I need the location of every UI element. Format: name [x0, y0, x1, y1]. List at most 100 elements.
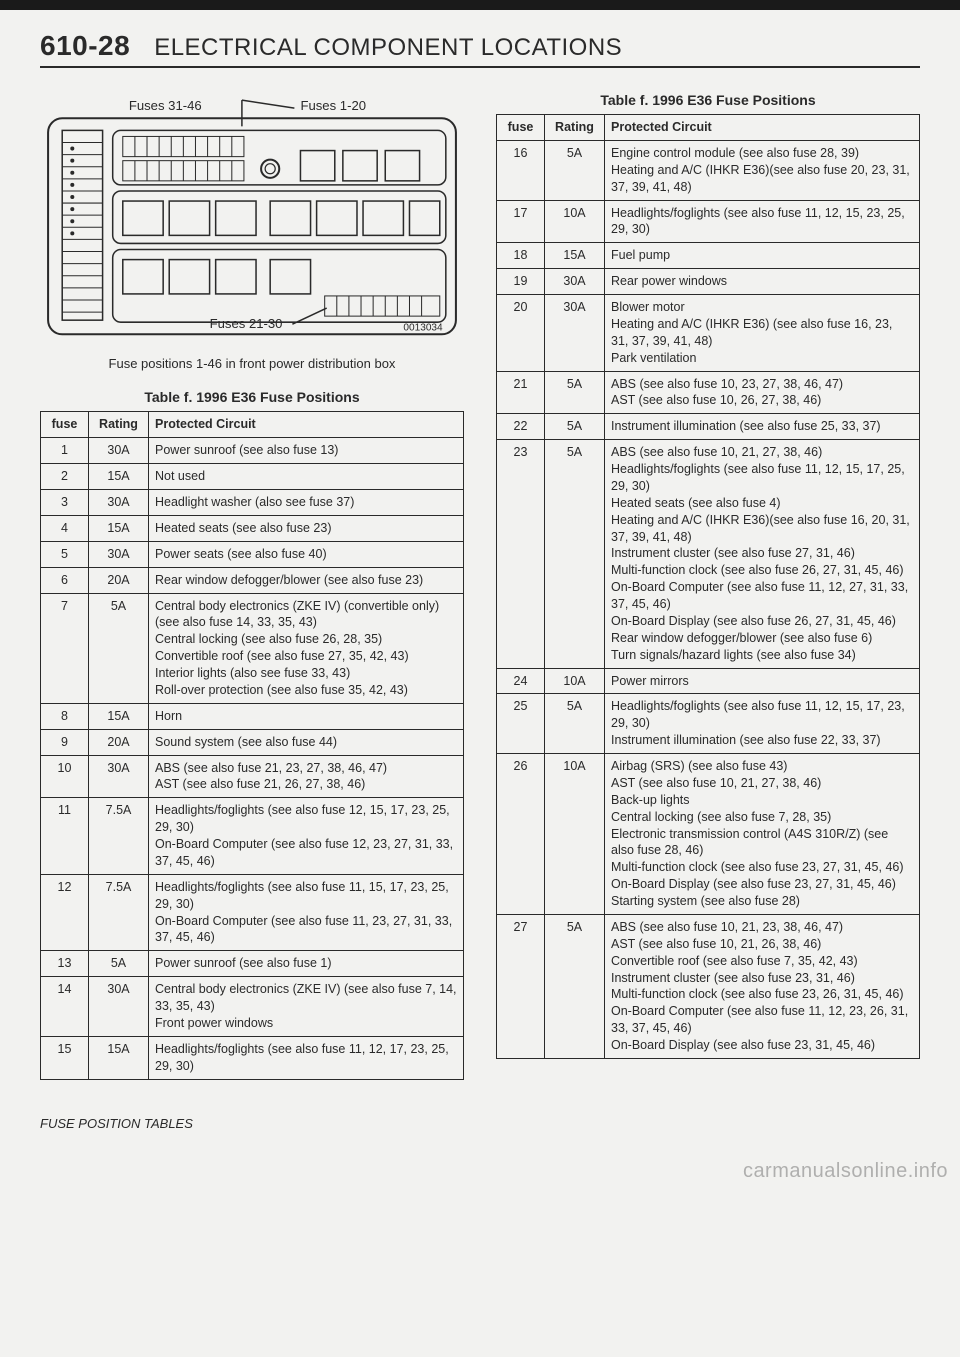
- cell-fuse: 25: [497, 694, 545, 754]
- left-column: Fuses 31-46 Fuses 1-20: [40, 82, 464, 1080]
- cell-circuit: Headlights/foglights (see also fuse 11, …: [605, 200, 920, 243]
- cell-circuit: Rear window defogger/blower (see also fu…: [149, 567, 464, 593]
- cell-circuit: Central body electronics (ZKE IV) (conve…: [149, 593, 464, 703]
- table-row: 415AHeated seats (see also fuse 23): [41, 515, 464, 541]
- cell-rating: 15A: [89, 703, 149, 729]
- cell-rating: 5A: [545, 914, 605, 1058]
- cell-fuse: 16: [497, 140, 545, 200]
- table-row: 2610AAirbag (SRS) (see also fuse 43)AST …: [497, 754, 920, 915]
- table-row: 920ASound system (see also fuse 44): [41, 729, 464, 755]
- table-row: 275AABS (see also fuse 10, 21, 23, 38, 4…: [497, 914, 920, 1058]
- col-rating: Rating: [89, 412, 149, 438]
- table-row: 117.5AHeadlights/foglights (see also fus…: [41, 798, 464, 875]
- cell-circuit: Headlights/foglights (see also fuse 11, …: [605, 694, 920, 754]
- page-title: ELECTRICAL COMPONENT LOCATIONS: [154, 34, 622, 62]
- cell-circuit: Fuel pump: [605, 243, 920, 269]
- cell-fuse: 10: [41, 755, 89, 798]
- cell-rating: 7.5A: [89, 798, 149, 875]
- table-row: 1430ACentral body electronics (ZKE IV) (…: [41, 977, 464, 1037]
- cell-rating: 10A: [545, 200, 605, 243]
- diagram-label-bottom: Fuses 21-30: [210, 316, 283, 331]
- footer-section-label: FUSE POSITION TABLES: [40, 1116, 920, 1131]
- table-row: 135APower sunroof (see also fuse 1): [41, 951, 464, 977]
- cell-circuit: ABS (see also fuse 10, 21, 27, 38, 46)He…: [605, 440, 920, 668]
- table-row: 1030AABS (see also fuse 21, 23, 27, 38, …: [41, 755, 464, 798]
- page-header: 610-28 ELECTRICAL COMPONENT LOCATIONS: [40, 30, 920, 68]
- cell-rating: 30A: [89, 541, 149, 567]
- cell-rating: 10A: [545, 754, 605, 915]
- cell-rating: 30A: [89, 490, 149, 516]
- cell-rating: 5A: [545, 694, 605, 754]
- table-row: 620ARear window defogger/blower (see als…: [41, 567, 464, 593]
- cell-rating: 20A: [89, 729, 149, 755]
- fuse-diagram: Fuses 31-46 Fuses 1-20: [40, 90, 464, 342]
- cell-fuse: 4: [41, 515, 89, 541]
- cell-fuse: 11: [41, 798, 89, 875]
- cell-rating: 15A: [89, 1036, 149, 1079]
- table-row: 235AABS (see also fuse 10, 21, 27, 38, 4…: [497, 440, 920, 668]
- cell-rating: 30A: [89, 438, 149, 464]
- cell-circuit: Rear power windows: [605, 269, 920, 295]
- cell-rating: 20A: [89, 567, 149, 593]
- cell-fuse: 15: [41, 1036, 89, 1079]
- fuse-table-right: fuse Rating Protected Circuit 165AEngine…: [496, 114, 920, 1059]
- cell-rating: 30A: [89, 977, 149, 1037]
- table-row: 215AABS (see also fuse 10, 23, 27, 38, 4…: [497, 371, 920, 414]
- table-row: 1930ARear power windows: [497, 269, 920, 295]
- col-circuit: Protected Circuit: [605, 115, 920, 141]
- cell-rating: 5A: [545, 140, 605, 200]
- table-row: 2410APower mirrors: [497, 668, 920, 694]
- table-row: 330AHeadlight washer (also see fuse 37): [41, 490, 464, 516]
- col-rating: Rating: [545, 115, 605, 141]
- table-row: 130APower sunroof (see also fuse 13): [41, 438, 464, 464]
- diagram-label-top-right: Fuses 1-20: [300, 98, 366, 113]
- diagram-caption: Fuse positions 1-46 in front power distr…: [40, 356, 464, 371]
- table-header-row: fuse Rating Protected Circuit: [497, 115, 920, 141]
- cell-circuit: Not used: [149, 464, 464, 490]
- cell-fuse: 7: [41, 593, 89, 703]
- cell-rating: 10A: [545, 668, 605, 694]
- page-number: 610-28: [40, 30, 130, 62]
- col-circuit: Protected Circuit: [149, 412, 464, 438]
- cell-fuse: 24: [497, 668, 545, 694]
- top-black-strip: [0, 0, 960, 10]
- table-row: 75ACentral body electronics (ZKE IV) (co…: [41, 593, 464, 703]
- cell-rating: 5A: [545, 414, 605, 440]
- cell-circuit: Power sunroof (see also fuse 13): [149, 438, 464, 464]
- cell-circuit: Headlights/foglights (see also fuse 11, …: [149, 874, 464, 951]
- page-body: 610-28 ELECTRICAL COMPONENT LOCATIONS Fu…: [0, 10, 960, 1191]
- cell-circuit: Headlight washer (also see fuse 37): [149, 490, 464, 516]
- cell-circuit: ABS (see also fuse 21, 23, 27, 38, 46, 4…: [149, 755, 464, 798]
- cell-rating: 5A: [545, 371, 605, 414]
- cell-circuit: Engine control module (see also fuse 28,…: [605, 140, 920, 200]
- table-row: 1515AHeadlights/foglights (see also fuse…: [41, 1036, 464, 1079]
- cell-rating: 30A: [545, 295, 605, 372]
- cell-circuit: Horn: [149, 703, 464, 729]
- cell-fuse: 20: [497, 295, 545, 372]
- cell-fuse: 23: [497, 440, 545, 668]
- cell-fuse: 18: [497, 243, 545, 269]
- table-row: 127.5AHeadlights/foglights (see also fus…: [41, 874, 464, 951]
- cell-fuse: 2: [41, 464, 89, 490]
- cell-fuse: 9: [41, 729, 89, 755]
- table-title-right: Table f. 1996 E36 Fuse Positions: [496, 92, 920, 108]
- cell-fuse: 19: [497, 269, 545, 295]
- diagram-label-top-left: Fuses 31-46: [129, 98, 202, 113]
- cell-circuit: Sound system (see also fuse 44): [149, 729, 464, 755]
- table-title-left: Table f. 1996 E36 Fuse Positions: [40, 389, 464, 405]
- table-row: 225AInstrument illumination (see also fu…: [497, 414, 920, 440]
- cell-circuit: Central body electronics (ZKE IV) (see a…: [149, 977, 464, 1037]
- cell-fuse: 1: [41, 438, 89, 464]
- cell-fuse: 26: [497, 754, 545, 915]
- cell-fuse: 13: [41, 951, 89, 977]
- table-row: 215ANot used: [41, 464, 464, 490]
- cell-circuit: Airbag (SRS) (see also fuse 43)AST (see …: [605, 754, 920, 915]
- cell-rating: 15A: [89, 464, 149, 490]
- cell-fuse: 21: [497, 371, 545, 414]
- cell-circuit: ABS (see also fuse 10, 23, 27, 38, 46, 4…: [605, 371, 920, 414]
- table-header-row: fuse Rating Protected Circuit: [41, 412, 464, 438]
- two-column-layout: Fuses 31-46 Fuses 1-20: [40, 82, 920, 1080]
- cell-fuse: 17: [497, 200, 545, 243]
- table-row: 1815AFuel pump: [497, 243, 920, 269]
- cell-fuse: 8: [41, 703, 89, 729]
